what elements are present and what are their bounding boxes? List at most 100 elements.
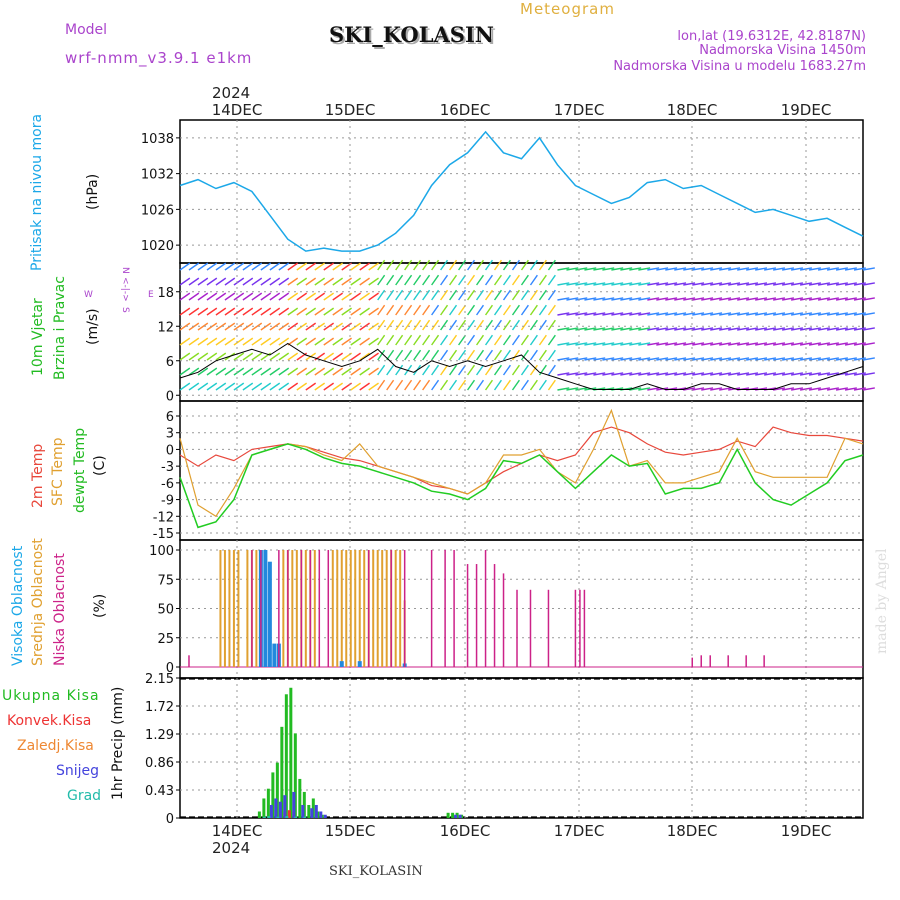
wind-barb: [296, 292, 308, 301]
wind-barb: [692, 357, 705, 361]
temp-dewpt-line: [179, 443, 864, 529]
wind-barb: [458, 289, 467, 301]
precip-bar: [283, 795, 287, 818]
wind-barb: [737, 357, 750, 361]
wind-barb: [197, 352, 209, 361]
wind-barb: [538, 334, 547, 346]
wind-barb: [844, 342, 857, 346]
wind-barb: [233, 367, 245, 376]
cloud-bar: [345, 550, 348, 667]
precip-bar: [257, 811, 261, 818]
wind-barb: [692, 387, 705, 391]
wind-barb: [251, 292, 263, 301]
compass-w: W: [84, 290, 93, 300]
wind-barb: [350, 382, 361, 391]
wind-barb: [566, 372, 579, 376]
wind-barb: [790, 387, 804, 391]
wind-barb: [386, 274, 395, 286]
wind-barb: [538, 259, 547, 271]
wind-barb: [188, 262, 200, 271]
cloud-bar: [318, 550, 321, 667]
wind-barb: [566, 342, 579, 346]
wind-barb: [440, 304, 449, 316]
precip-bar: [287, 810, 291, 818]
wind-barb: [538, 289, 547, 301]
wind-barb: [701, 357, 714, 361]
wind-barb: [764, 357, 777, 361]
temp-tick-label: -15: [153, 527, 174, 542]
cloud-bar: [493, 564, 496, 667]
elevation-label: Nadmorska Visina 1450m: [699, 43, 866, 58]
wind-barb: [475, 334, 485, 346]
cloud-bar: [349, 550, 352, 667]
compass-arrow-ns: <-|->: [120, 277, 130, 302]
wind-barb: [773, 297, 786, 301]
wind-barb: [458, 334, 467, 346]
wind-barb: [314, 307, 326, 316]
top-day-label: 17DEC: [554, 101, 605, 119]
wind-barb: [799, 312, 813, 316]
wind-barb: [188, 337, 200, 346]
wind-barb: [602, 342, 615, 346]
year-label-top: 2024: [212, 84, 250, 102]
wind-barb: [440, 379, 449, 391]
wind-barb: [188, 367, 200, 376]
wind-barb: [368, 382, 379, 391]
wind-barb: [467, 379, 476, 391]
wind-barb: [305, 277, 317, 286]
wind-barb: [584, 312, 597, 316]
wind-barb: [862, 372, 875, 376]
wind-barb: [835, 327, 848, 331]
wind-barb: [547, 304, 556, 316]
wind-barb: [638, 387, 651, 391]
wind-barb: [215, 262, 227, 271]
cloud-bar: [579, 589, 581, 667]
wind-barb: [493, 304, 502, 316]
wind-barb: [458, 274, 467, 286]
wind-barb: [566, 267, 579, 271]
wind-barb: [602, 372, 615, 376]
wind-barb: [520, 259, 529, 271]
wind-barb: [683, 297, 696, 301]
wind-barb: [484, 259, 494, 271]
wind-barb: [683, 387, 696, 391]
wind-barb: [566, 312, 579, 316]
wind-barb: [520, 334, 529, 346]
wind-barb: [475, 379, 485, 391]
wind-barb: [575, 342, 588, 346]
wind-barb: [620, 372, 633, 376]
wind-barb: [538, 379, 547, 391]
wind-speed-line: [179, 342, 864, 390]
precip-panel: 2.15 1.72 1.29 0.86 0.43 0 Ukupna Kisa Konvek…: [2, 672, 864, 827]
cloud-tick-label: 25: [157, 632, 174, 647]
wind-barb: [224, 367, 236, 376]
wind-barb: [764, 327, 777, 331]
wind-unit: (m/s): [85, 308, 101, 345]
wind-barb: [835, 282, 848, 286]
wind-barb: [764, 297, 777, 301]
wind-barb: [413, 289, 422, 301]
wind-barb: [790, 357, 804, 361]
cloud-bar: [394, 550, 397, 667]
wind-barb: [493, 364, 502, 376]
wind-barb: [287, 352, 299, 361]
wind-barb: [395, 349, 404, 361]
wind-barb: [701, 342, 714, 346]
wind-barb: [710, 372, 723, 376]
cloud-bar: [363, 550, 366, 667]
wind-barb: [566, 327, 579, 331]
bottom-day-labels: 14DEC 15DEC 16DEC 17DEC 18DEC 19DEC: [212, 822, 832, 840]
wind-barb: [755, 312, 768, 316]
wind-barb: [746, 372, 759, 376]
wind-barb: [341, 367, 352, 376]
wind-barb: [701, 327, 714, 331]
wind-barb: [538, 319, 547, 331]
temp-tick-label: -12: [153, 510, 174, 525]
cloud-bar: [223, 550, 226, 667]
pressure-label: Pritisak na nivou mora: [29, 114, 45, 271]
precip-frozen-label: Zaledj.Kisa: [17, 738, 94, 754]
wind-barb: [296, 337, 308, 346]
wind-barb: [665, 312, 678, 316]
wind-barb: [484, 304, 494, 316]
wind-barb: [368, 292, 379, 301]
